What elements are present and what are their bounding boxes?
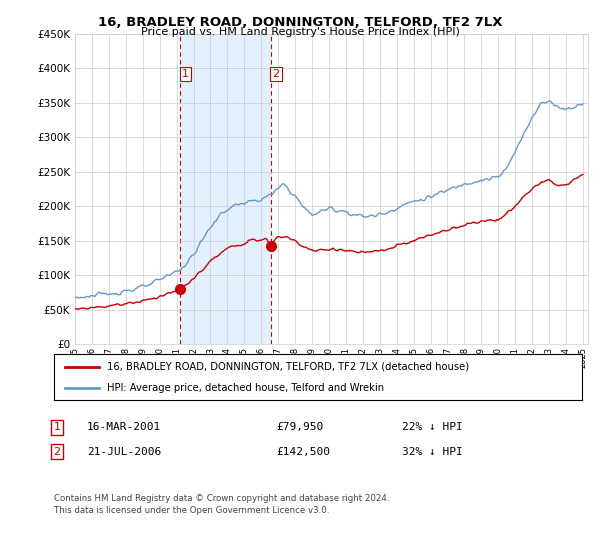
Text: £142,500: £142,500 — [276, 447, 330, 457]
Text: 22% ↓ HPI: 22% ↓ HPI — [402, 422, 463, 432]
Text: HPI: Average price, detached house, Telford and Wrekin: HPI: Average price, detached house, Telf… — [107, 383, 384, 393]
Text: 16, BRADLEY ROAD, DONNINGTON, TELFORD, TF2 7LX (detached house): 16, BRADLEY ROAD, DONNINGTON, TELFORD, T… — [107, 362, 469, 372]
Text: 2: 2 — [272, 69, 280, 79]
Text: 21-JUL-2006: 21-JUL-2006 — [87, 447, 161, 457]
Text: 1: 1 — [53, 422, 61, 432]
Text: Price paid vs. HM Land Registry's House Price Index (HPI): Price paid vs. HM Land Registry's House … — [140, 27, 460, 37]
Text: 16, BRADLEY ROAD, DONNINGTON, TELFORD, TF2 7LX: 16, BRADLEY ROAD, DONNINGTON, TELFORD, T… — [98, 16, 502, 29]
Bar — [180, 34, 271, 344]
Text: 16-MAR-2001: 16-MAR-2001 — [87, 422, 161, 432]
Text: This data is licensed under the Open Government Licence v3.0.: This data is licensed under the Open Gov… — [54, 506, 329, 515]
Text: £79,950: £79,950 — [276, 422, 323, 432]
Text: 1: 1 — [182, 69, 189, 79]
Text: 32% ↓ HPI: 32% ↓ HPI — [402, 447, 463, 457]
Text: 2: 2 — [53, 447, 61, 457]
Text: Contains HM Land Registry data © Crown copyright and database right 2024.: Contains HM Land Registry data © Crown c… — [54, 494, 389, 503]
